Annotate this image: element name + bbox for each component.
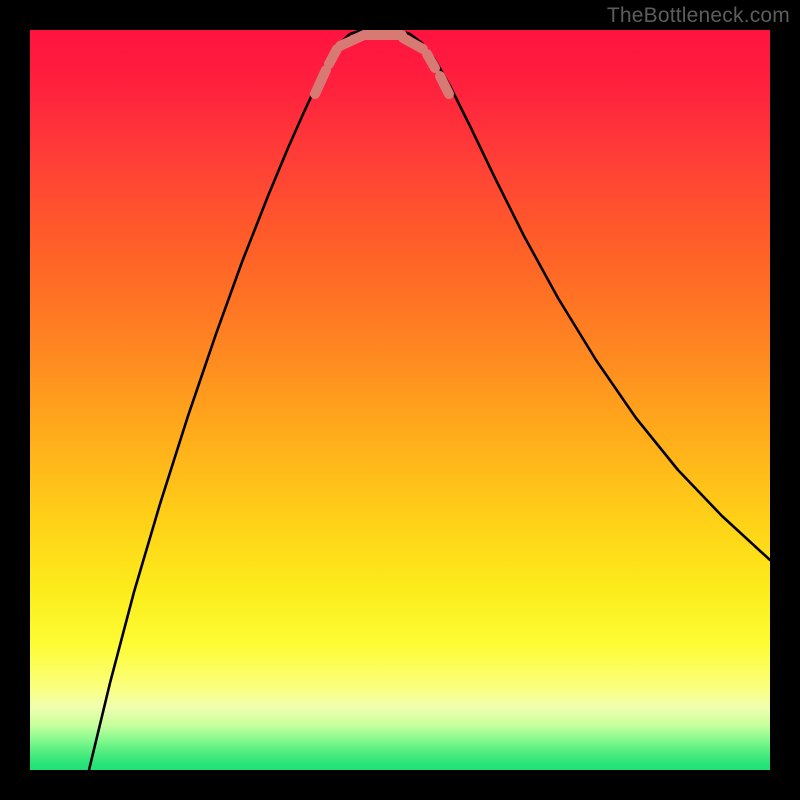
- watermark-text: TheBottleneck.com: [607, 4, 790, 28]
- plot-area: [30, 30, 770, 770]
- highlight-segment: [440, 76, 449, 94]
- highlight-segment: [427, 54, 435, 68]
- highlight-segment: [403, 38, 423, 49]
- highlight-segment: [315, 70, 326, 94]
- highlight-segment: [329, 49, 337, 64]
- marks-layer: [30, 30, 770, 770]
- canvas: TheBottleneck.com: [0, 0, 800, 800]
- highlight-segment: [340, 35, 364, 46]
- highlight-marks: [315, 35, 449, 94]
